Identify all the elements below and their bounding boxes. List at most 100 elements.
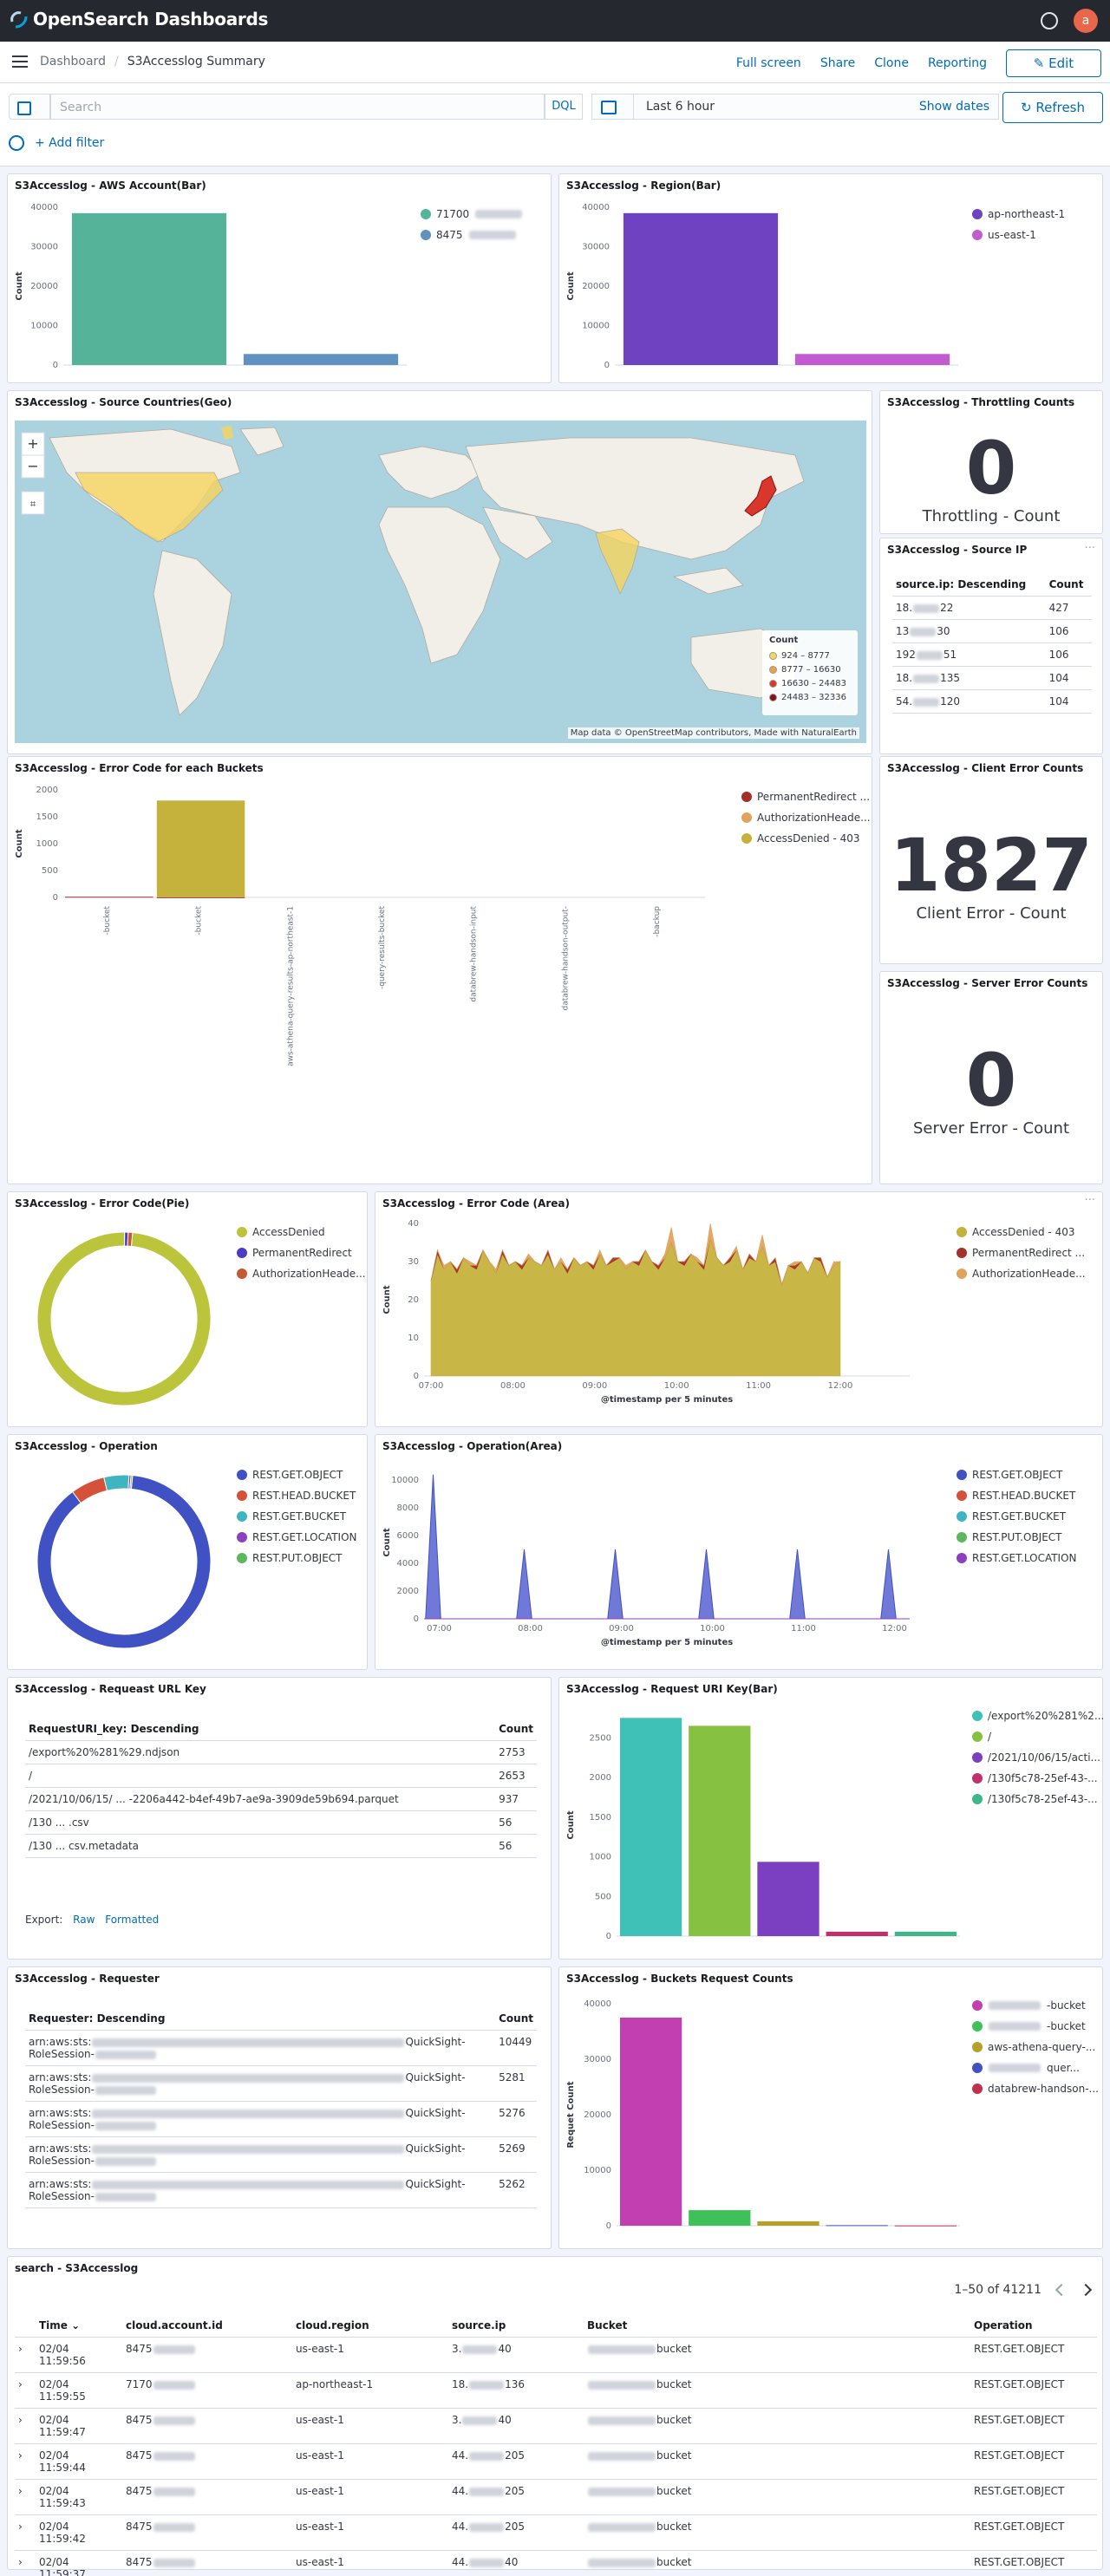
table-row[interactable]: › 02/04 11:59:55 7170 ap-northeast-1 18. 136 b… — [15, 2372, 1097, 2409]
table-row[interactable]: › 02/04 11:59:37 8475 us-east-1 44. 40 bucket R… — [15, 2550, 1097, 2576]
table-row[interactable]: › 02/04 11:59:44 8475 us-east-1 44. 205 bucket… — [15, 2443, 1097, 2480]
expand-row-icon[interactable]: › — [15, 2479, 36, 2515]
legend-item[interactable]: us-east-1 — [972, 225, 1065, 245]
column-header[interactable]: Count — [1045, 573, 1092, 597]
add-filter-link[interactable]: + Add filter — [35, 136, 105, 150]
legend-item[interactable]: REST.HEAD.BUCKET — [237, 1485, 357, 1506]
expand-row-icon[interactable]: › — [15, 2408, 36, 2444]
panel-options-icon[interactable]: ··· — [1084, 542, 1095, 555]
column-header[interactable]: Requester: Descending — [25, 2007, 496, 2031]
calendar-icon[interactable] — [592, 95, 634, 119]
y-tick-label: 500 — [42, 866, 58, 876]
export-row: Export: Raw Formatted — [25, 1914, 159, 1926]
pie-slice — [36, 1231, 212, 1406]
clone-link[interactable]: Clone — [874, 56, 909, 70]
show-dates-link[interactable]: Show dates — [918, 100, 989, 114]
export-formatted-link[interactable]: Formatted — [105, 1914, 160, 1926]
legend-item[interactable]: PermanentRedirect — [237, 1242, 366, 1263]
share-link[interactable]: Share — [819, 56, 856, 70]
panel-options-icon[interactable]: ··· — [1084, 1194, 1095, 1207]
edit-button[interactable]: ✎ Edit — [1006, 49, 1101, 77]
legend-item[interactable]: AccessDenied — [237, 1222, 366, 1242]
table-row[interactable]: › 02/04 11:59:43 8475 us-east-1 44. 205 bucket… — [15, 2479, 1097, 2515]
next-page-icon[interactable] — [1079, 2283, 1093, 2297]
panel-title: S3Accesslog - Operation(Area) — [382, 1440, 563, 1452]
legend-item[interactable]: REST.GET.BUCKET — [237, 1506, 357, 1527]
date-range-label[interactable]: Last 6 hour — [646, 100, 715, 114]
column-header-time[interactable]: Time ⌄ — [36, 2314, 122, 2338]
full-screen-link[interactable]: Full screen — [735, 56, 801, 70]
query-bar: Search DQL Last 6 hour Show dates ↻ Refr… — [0, 83, 1110, 166]
legend-item[interactable]: AuthorizationHeade... — [957, 1263, 1086, 1284]
prev-page-icon[interactable] — [1054, 2283, 1068, 2297]
legend-item[interactable]: REST.GET.LOCATION — [237, 1527, 357, 1548]
legend-item[interactable]: databrew-handson-... — [972, 2078, 1099, 2099]
world-map[interactable]: + − ⌗ — [15, 421, 866, 743]
search-input[interactable]: Search — [50, 94, 545, 120]
legend-item[interactable]: 8475 — [421, 225, 523, 245]
menu-icon[interactable] — [12, 55, 28, 68]
legend-item[interactable]: REST.GET.BUCKET — [957, 1506, 1077, 1527]
legend-item[interactable]: quer... — [972, 2058, 1099, 2078]
expand-row-icon[interactable]: › — [15, 2443, 36, 2480]
user-avatar[interactable]: a — [1074, 9, 1098, 33]
legend-item[interactable]: REST.GET.LOCATION — [957, 1548, 1077, 1568]
legend-item[interactable]: 71700 — [421, 204, 523, 225]
legend-item[interactable]: / — [972, 1726, 1104, 1747]
refresh-button[interactable]: ↻ Refresh — [1002, 92, 1103, 123]
legend-item[interactable]: AuthorizationHeade... — [237, 1263, 366, 1284]
expand-row-icon[interactable]: › — [15, 2337, 36, 2373]
dql-button[interactable]: DQL — [545, 94, 583, 120]
column-header[interactable]: Count — [495, 2007, 537, 2031]
legend-item[interactable]: AccessDenied - 403 — [957, 1222, 1086, 1242]
legend-item[interactable]: -bucket — [972, 2016, 1099, 2037]
legend-item[interactable]: /130f5c78-25ef-43-... — [972, 1768, 1104, 1789]
legend-item[interactable]: REST.HEAD.BUCKET — [957, 1485, 1077, 1506]
column-header[interactable]: cloud.region — [292, 2314, 448, 2338]
legend-item[interactable]: REST.PUT.OBJECT — [237, 1548, 357, 1568]
column-header[interactable]: Bucket — [584, 2314, 970, 2338]
reporting-link[interactable]: Reporting — [927, 56, 987, 70]
legend-item[interactable]: /130f5c78-25ef-43-... — [972, 1789, 1104, 1810]
column-header[interactable]: RequestURI_key: Descending — [25, 1718, 496, 1741]
legend-item[interactable]: REST.PUT.OBJECT — [957, 1527, 1077, 1548]
zoom-in-button[interactable] — [21, 432, 45, 456]
table-row: /2653 — [25, 1764, 537, 1788]
expand-row-icon[interactable]: › — [15, 2514, 36, 2551]
filter-options-icon[interactable] — [9, 135, 24, 151]
panel-throttling: S3Accesslog - Throttling Counts 0 Thrott… — [879, 390, 1103, 534]
zoom-out-button[interactable] — [21, 454, 45, 479]
legend-item[interactable]: REST.GET.OBJECT — [237, 1464, 357, 1485]
expand-row-icon[interactable]: › — [15, 2550, 36, 2576]
saved-query-icon[interactable] — [9, 94, 50, 120]
legend-item[interactable]: PermanentRedirect ... — [957, 1242, 1086, 1263]
table-row[interactable]: › 02/04 11:59:47 8475 us-east-1 3. 40 bucket RE… — [15, 2408, 1097, 2444]
help-icon[interactable] — [1041, 12, 1058, 29]
column-header[interactable]: source.ip — [448, 2314, 584, 2338]
legend-item[interactable]: AccessDenied - 403 — [741, 828, 871, 849]
column-header[interactable]: Operation — [970, 2314, 1097, 2338]
export-raw-link[interactable]: Raw — [73, 1914, 95, 1926]
table-row[interactable]: › 02/04 11:59:56 8475 us-east-1 3. 40 bucket RE… — [15, 2337, 1097, 2373]
metric-label: Client Error - Count — [916, 904, 1067, 923]
expand-row-icon[interactable]: › — [15, 2372, 36, 2409]
legend-item[interactable]: /2021/10/06/15/acti... — [972, 1747, 1104, 1768]
date-picker[interactable]: Last 6 hour Show dates — [591, 94, 999, 120]
legend-item[interactable]: PermanentRedirect ... — [741, 786, 871, 807]
legend-item[interactable]: AuthorizationHeade... — [741, 807, 871, 828]
operation-area-legend: REST.GET.OBJECT REST.HEAD.BUCKET REST.GE… — [957, 1464, 1077, 1568]
draw-filter-button[interactable] — [21, 491, 45, 515]
legend-item[interactable]: aws-athena-query-... — [972, 2037, 1099, 2058]
legend-item[interactable]: /export%20%281%2... — [972, 1705, 1104, 1726]
column-header[interactable]: Count — [495, 1718, 537, 1741]
breadcrumb-dashboard[interactable]: Dashboard — [40, 55, 106, 68]
legend-item[interactable]: ap-northeast-1 — [972, 204, 1065, 225]
panel-title: S3Accesslog - Error Code for each Bucket… — [15, 762, 264, 774]
legend-item[interactable]: -bucket — [972, 1995, 1099, 2016]
app-logo[interactable]: OpenSearch Dashboards — [9, 9, 268, 29]
column-header[interactable]: cloud.account.id — [122, 2314, 292, 2338]
table-row[interactable]: › 02/04 11:59:42 8475 us-east-1 44. 205 bucket… — [15, 2514, 1097, 2551]
column-header[interactable]: source.ip: Descending — [892, 573, 1046, 597]
legend-item[interactable]: REST.GET.OBJECT — [957, 1464, 1077, 1485]
panel-title: search - S3Accesslog — [15, 2262, 139, 2274]
